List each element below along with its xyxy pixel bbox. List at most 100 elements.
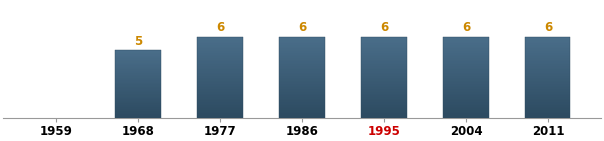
Bar	[280, 113, 324, 115]
Bar	[280, 47, 324, 48]
Bar	[280, 89, 324, 91]
Bar	[361, 74, 406, 76]
Bar	[115, 103, 161, 105]
Bar	[198, 50, 243, 51]
Bar	[361, 60, 406, 61]
Bar	[115, 76, 161, 78]
Bar	[525, 38, 571, 40]
Bar	[443, 63, 489, 64]
Bar	[198, 63, 243, 64]
Bar	[525, 78, 571, 79]
Bar	[280, 43, 324, 45]
Bar	[115, 50, 161, 52]
Bar	[361, 89, 406, 91]
Bar	[280, 55, 324, 56]
Bar	[115, 54, 161, 56]
Bar	[525, 66, 571, 68]
Bar	[198, 95, 243, 97]
Bar	[443, 43, 489, 45]
Bar	[361, 37, 406, 38]
Bar	[280, 112, 324, 113]
Bar	[115, 110, 161, 112]
Bar	[361, 104, 406, 105]
Bar	[198, 84, 243, 86]
Bar	[525, 110, 571, 112]
Bar	[443, 115, 489, 117]
Bar	[280, 68, 324, 69]
Bar	[525, 53, 571, 55]
Bar	[443, 61, 489, 63]
Bar	[361, 48, 406, 50]
Bar	[280, 99, 324, 100]
Bar	[198, 43, 243, 45]
Bar	[198, 71, 243, 73]
Bar	[280, 104, 324, 105]
Bar	[443, 55, 489, 56]
Bar	[280, 37, 324, 38]
Bar	[280, 117, 324, 118]
Bar	[115, 92, 161, 94]
Bar	[525, 37, 571, 118]
Bar	[115, 64, 161, 65]
Bar	[361, 113, 406, 115]
Bar	[280, 95, 324, 97]
Bar	[115, 99, 161, 101]
Bar	[361, 95, 406, 97]
Bar	[115, 83, 161, 84]
Bar	[525, 47, 571, 48]
Bar	[525, 64, 571, 66]
Bar	[280, 84, 324, 86]
Bar	[198, 100, 243, 102]
Bar	[525, 92, 571, 94]
Bar	[280, 74, 324, 76]
Bar	[361, 69, 406, 71]
Bar	[198, 105, 243, 107]
Bar	[115, 68, 161, 69]
Bar	[525, 63, 571, 64]
Bar	[361, 115, 406, 117]
Bar	[525, 60, 571, 61]
Bar	[443, 42, 489, 43]
Bar	[443, 100, 489, 102]
Bar	[198, 87, 243, 89]
Bar	[361, 100, 406, 102]
Bar	[525, 113, 571, 115]
Bar	[115, 61, 161, 63]
Bar	[198, 38, 243, 40]
Bar	[198, 117, 243, 118]
Bar	[115, 102, 161, 103]
Bar	[525, 91, 571, 92]
Bar	[443, 60, 489, 61]
Bar	[280, 63, 324, 64]
Bar	[443, 110, 489, 112]
Bar	[443, 40, 489, 42]
Bar	[115, 79, 161, 80]
Bar	[443, 47, 489, 48]
Bar	[525, 117, 571, 118]
Bar	[115, 71, 161, 72]
Bar	[443, 53, 489, 55]
Bar	[361, 40, 406, 42]
Bar	[280, 37, 324, 118]
Bar	[198, 60, 243, 61]
Bar	[198, 56, 243, 58]
Bar	[198, 89, 243, 91]
Bar	[115, 94, 161, 95]
Bar	[361, 66, 406, 68]
Bar	[525, 105, 571, 107]
Bar	[115, 90, 161, 91]
Bar	[525, 112, 571, 113]
Bar	[525, 40, 571, 42]
Bar	[361, 110, 406, 112]
Bar	[525, 107, 571, 108]
Bar	[115, 50, 161, 118]
Bar	[280, 115, 324, 117]
Bar	[361, 94, 406, 95]
Bar	[280, 60, 324, 61]
Bar	[198, 37, 243, 38]
Bar	[525, 79, 571, 81]
Bar	[280, 76, 324, 78]
Bar	[525, 68, 571, 69]
Text: 6: 6	[462, 21, 470, 34]
Bar	[525, 73, 571, 74]
